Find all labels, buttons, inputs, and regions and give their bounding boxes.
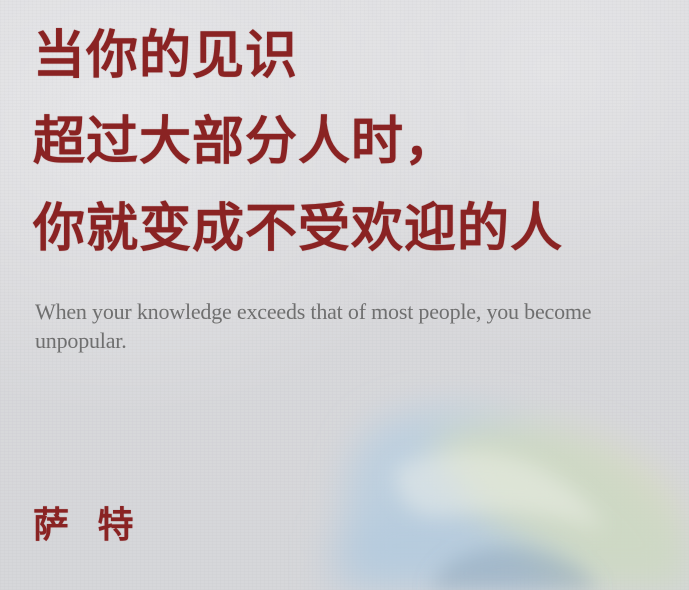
quote-line-3: 你就变成不受欢迎的人: [33, 198, 564, 259]
quote-line-2: 超过大部分人时，: [33, 111, 458, 172]
english-translation: When your knowledge exceeds that of most…: [35, 299, 592, 353]
author-name: 萨 特: [33, 504, 142, 546]
quote-line-1: 当你的见识: [33, 25, 299, 86]
